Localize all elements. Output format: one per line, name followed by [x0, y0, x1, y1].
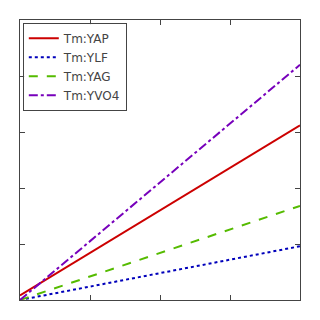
svg-text:Tm:YAG: Tm:YAG: [63, 70, 111, 84]
svg-text:Tm:YLF: Tm:YLF: [63, 51, 108, 65]
svg-text:Tm:YVO4: Tm:YVO4: [63, 89, 119, 103]
svg-text:Tm:YAP: Tm:YAP: [63, 32, 109, 46]
